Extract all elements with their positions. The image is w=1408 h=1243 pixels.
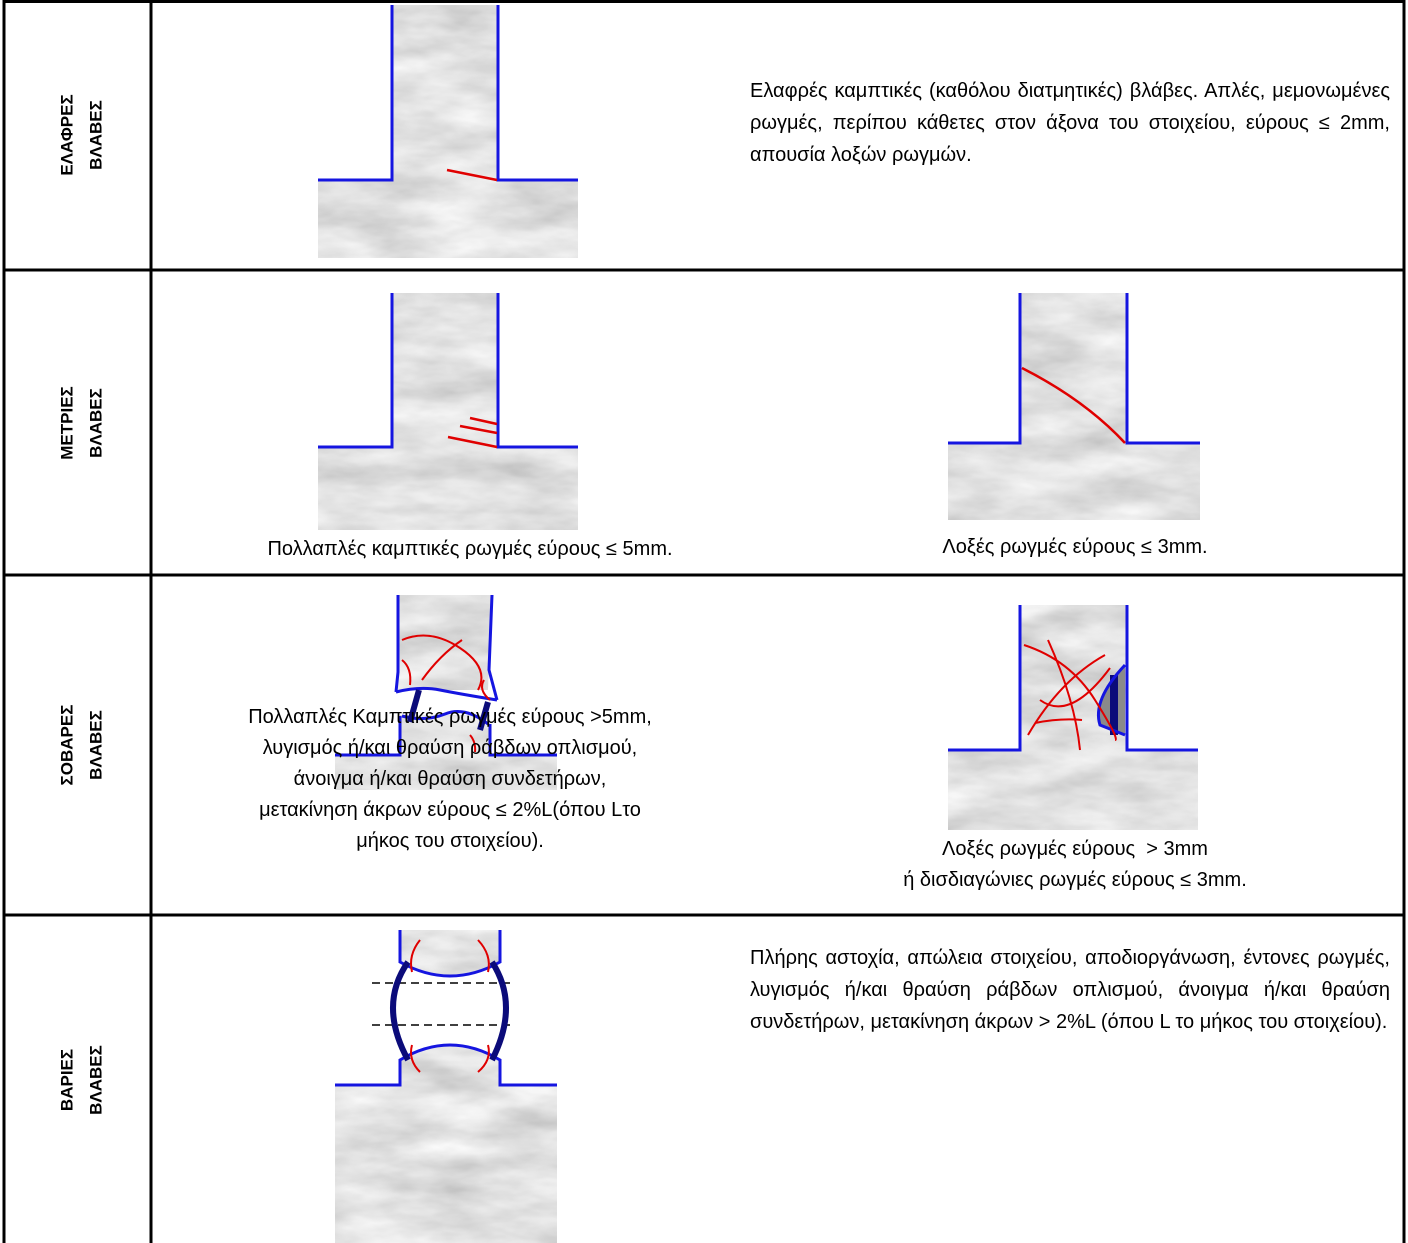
crack xyxy=(421,639,463,681)
outline xyxy=(318,293,578,449)
edge xyxy=(318,5,394,182)
edge xyxy=(1096,663,1127,737)
crack xyxy=(481,679,491,701)
edge xyxy=(1125,293,1200,445)
diagram-severe-shear xyxy=(948,605,1198,830)
outline xyxy=(318,5,578,182)
diagram-light xyxy=(318,5,578,258)
edge xyxy=(948,605,1022,752)
rebar xyxy=(1110,675,1118,735)
caption-line: Πολλαπλές καμπτικές ρωγμές εύρους ≤ 5mm. xyxy=(267,538,673,560)
edge xyxy=(496,293,578,449)
edge xyxy=(948,293,1022,445)
edge xyxy=(488,724,557,757)
edge xyxy=(395,686,498,702)
edge xyxy=(1125,605,1198,752)
row-label: ΣΟΒΑΡΕΣ xyxy=(57,705,76,786)
outline xyxy=(948,605,1198,752)
caption-line: Λοξές ρωγμές εύρους > 3mm xyxy=(942,838,1208,860)
crack xyxy=(1027,654,1106,736)
diagram-moderate-shear xyxy=(948,293,1200,520)
diagram-moderate-flexural xyxy=(318,293,578,530)
row-label: ΜΕΤΡΙΕΣ xyxy=(57,386,76,460)
cracks xyxy=(410,939,490,1073)
row-label: ΒΛΑΒΕΣ xyxy=(86,1045,105,1115)
row-label: ΒΛΑΒΕΣ xyxy=(86,388,105,458)
crack xyxy=(1023,644,1117,741)
crack xyxy=(410,1044,421,1073)
cracks xyxy=(447,416,498,449)
crack xyxy=(447,435,498,449)
caption: Λοξές ρωγμές εύρους ≤ 3mm. xyxy=(775,532,1375,563)
edge xyxy=(394,595,400,693)
crack xyxy=(459,424,498,435)
crack xyxy=(1034,718,1083,724)
edge xyxy=(496,5,578,182)
diagram-heavy xyxy=(335,930,557,1243)
marble xyxy=(335,715,557,790)
crack xyxy=(1047,639,1081,751)
rebar xyxy=(477,701,491,731)
outline xyxy=(948,293,1200,445)
rebar xyxy=(390,960,411,1062)
edge xyxy=(318,293,394,449)
marble xyxy=(318,293,578,530)
marble xyxy=(335,1045,557,1243)
edge xyxy=(335,1043,557,1087)
dashed-lines xyxy=(372,982,512,1026)
marble xyxy=(398,595,492,690)
marble xyxy=(400,930,500,976)
rebar xyxy=(407,689,422,723)
caption-line: Λοξές ρωγμές εύρους ≤ 3mm. xyxy=(942,536,1208,558)
description: Ελαφρές καμπτικές (καθόλου διατμητικές) … xyxy=(750,80,1390,166)
crack xyxy=(469,734,477,753)
edge xyxy=(401,710,489,726)
cracks xyxy=(401,634,491,753)
caption: Λοξές ρωγμές εύρους > 3mm ή δισδιαγώνιες… xyxy=(775,834,1375,896)
crack xyxy=(446,168,498,182)
description: Πλήρης αστοχία, απώλεια στοιχείου, αποδι… xyxy=(750,947,1390,1033)
cracks xyxy=(1023,639,1117,751)
caption-line: Πολλαπλές Καμπτικές ρωγμές εύρους >5mm, xyxy=(248,706,652,728)
crack xyxy=(401,659,412,686)
marble xyxy=(948,293,1200,520)
rebars xyxy=(407,689,491,731)
caption-line: ή δισδιαγώνιες ρωγμές εύρους ≤ 3mm. xyxy=(903,869,1247,891)
edge xyxy=(487,594,499,701)
caption: Πολλαπλές καμπτικές ρωγμές εύρους ≤ 5mm. xyxy=(170,534,770,565)
rebar xyxy=(489,960,509,1062)
row-label: ΒΛΑΒΕΣ xyxy=(86,100,105,170)
row-label: ΒΛΑΒΕΣ xyxy=(86,710,105,780)
crack xyxy=(477,1044,490,1073)
caption-line: άνοιγμα ή/και θραύση συνδετήρων, xyxy=(293,768,607,790)
caption: Πολλαπλές Καμπτικές ρωγμές εύρους >5mm, … xyxy=(150,702,750,857)
caption-line: λυγισμός ή/και θραύση ράβδων οπλισμού, xyxy=(262,737,638,759)
crack xyxy=(401,634,483,691)
crack xyxy=(410,939,421,973)
row-label: ΕΛΑΦΡΕΣ xyxy=(57,94,76,175)
marble xyxy=(948,605,1198,830)
crack xyxy=(1039,667,1111,708)
caption-line: μετακίνηση άκρων εύρους ≤ 2%L(όπου Lτο xyxy=(259,799,641,821)
crack xyxy=(469,416,498,426)
outline xyxy=(335,594,557,757)
row-label: ΒΑΡΙΕΣ xyxy=(57,1049,76,1111)
rebars xyxy=(390,960,509,1062)
diagram-severe-flexural xyxy=(335,594,557,790)
caption-line: μήκος του στοιχείου). xyxy=(356,830,544,852)
marble xyxy=(318,5,578,258)
crack xyxy=(477,939,490,973)
edge xyxy=(335,716,402,757)
crack xyxy=(1021,366,1126,444)
